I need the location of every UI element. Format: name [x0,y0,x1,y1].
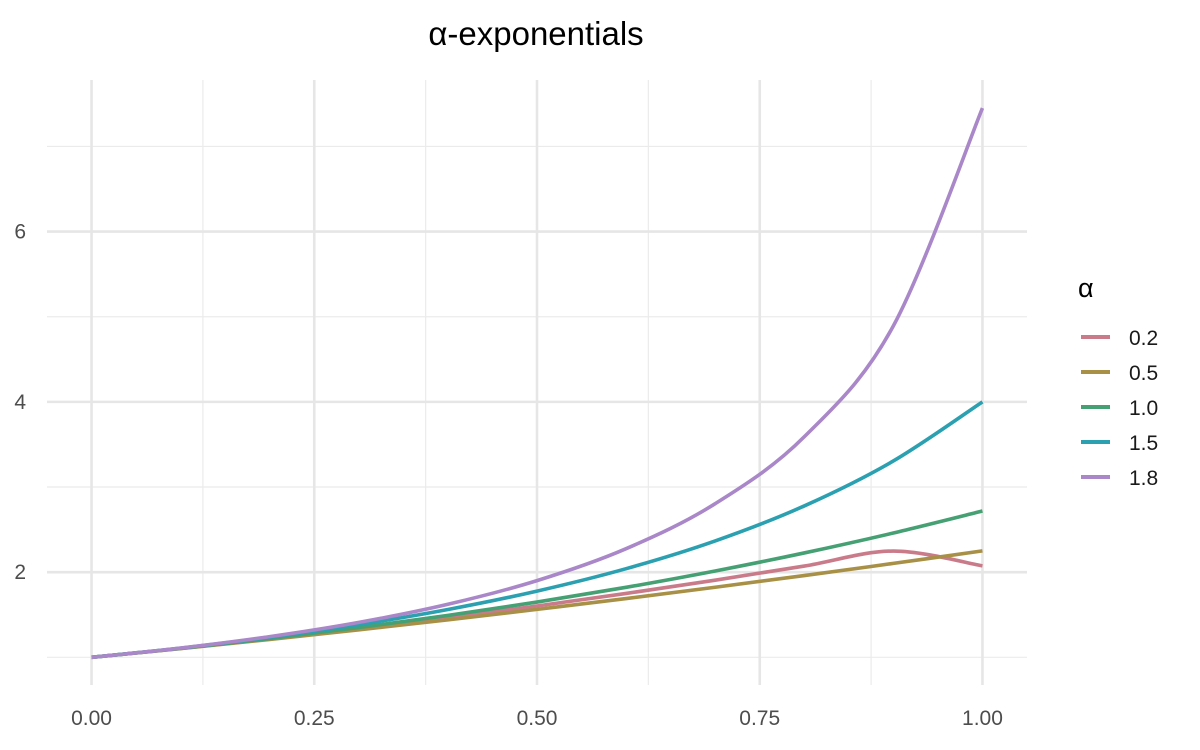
y-tick-label: 2 [14,561,26,584]
legend-label-1.0: 1.0 [1129,397,1158,420]
x-tick-label: 1.00 [962,707,1003,730]
chart-title: α-exponentials [428,15,643,52]
x-tick-label: 0.75 [739,707,780,730]
x-tick-label: 0.00 [71,707,112,730]
x-tick-label: 0.50 [517,707,558,730]
legend-label-1.5: 1.5 [1129,432,1158,455]
legend-title: α [1078,273,1094,303]
y-tick-label: 6 [14,221,26,244]
legend-label-0.2: 0.2 [1129,327,1158,350]
legend-label-0.5: 0.5 [1129,362,1158,385]
y-tick-label: 4 [14,391,26,414]
legend: α 0.2 0.5 1.0 1.5 1.8 [1078,273,1158,490]
legend-label-1.8: 1.8 [1129,467,1158,490]
x-tick-label: 0.25 [294,707,335,730]
series-line-1.8 [91,107,985,660]
